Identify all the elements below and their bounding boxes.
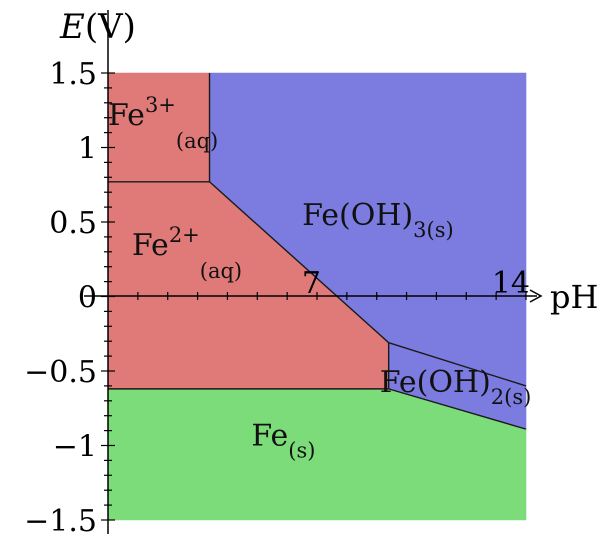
y-tick-label: 1 — [78, 132, 97, 167]
formula-state: 2(s) — [491, 385, 532, 409]
y-axis-unit: (V) — [85, 7, 136, 47]
formula-state: (aq) — [176, 129, 218, 153]
phase-boundaries — [108, 73, 527, 430]
formula-charge: 2+ — [169, 223, 200, 247]
y-tick-label: 0.5 — [49, 206, 97, 241]
y-tick-label: −0.5 — [24, 355, 97, 390]
axis-titles: E(V) pH — [59, 7, 598, 316]
formula-base: Fe(OH) — [380, 365, 491, 400]
formula-state: 3(s) — [413, 218, 454, 242]
axes: 1.5 1 0.5 0 −0.5 −1 −1.5 7 14 — [24, 10, 543, 539]
formula-base: Fe(OH) — [302, 198, 413, 233]
region-fills — [107, 72, 527, 521]
x-axis-title: pH — [550, 278, 598, 316]
label-feoh3: Fe(OH)3(s) — [302, 198, 454, 242]
x-tick-label: 14 — [492, 266, 530, 301]
boundary-line-7 — [388, 388, 527, 430]
region-labels: Fe3+(aq)Fe2+(aq)Fe(OH)3(s)Fe(OH)2(s)Fe(s… — [108, 93, 531, 462]
x-axis-arrow — [529, 289, 543, 303]
formula-base: Fe — [132, 228, 169, 263]
label-fe2: Fe2+(aq) — [132, 223, 242, 283]
y-tick-label: −1 — [53, 430, 97, 465]
x-tick-label: 7 — [302, 266, 321, 301]
formula-state: (s) — [288, 439, 315, 463]
label-fe3: Fe3+(aq) — [108, 93, 218, 153]
formula-state: (aq) — [200, 259, 242, 283]
y-tick-label: 1.5 — [49, 57, 97, 92]
label-fes: Fe(s) — [251, 419, 315, 463]
y-axis-symbol: E — [59, 7, 85, 47]
boundary-line-3 — [209, 181, 390, 344]
y-tick-label: 0 — [78, 281, 97, 316]
boundary-line-5 — [388, 342, 527, 387]
y-tick-label: −1.5 — [24, 504, 97, 539]
formula-base: Fe — [108, 98, 145, 133]
label-feoh2: Fe(OH)2(s) — [380, 365, 532, 409]
formula-charge: 3+ — [145, 93, 176, 117]
formula-base: Fe — [251, 419, 288, 454]
y-axis-title: E(V) — [59, 7, 136, 47]
